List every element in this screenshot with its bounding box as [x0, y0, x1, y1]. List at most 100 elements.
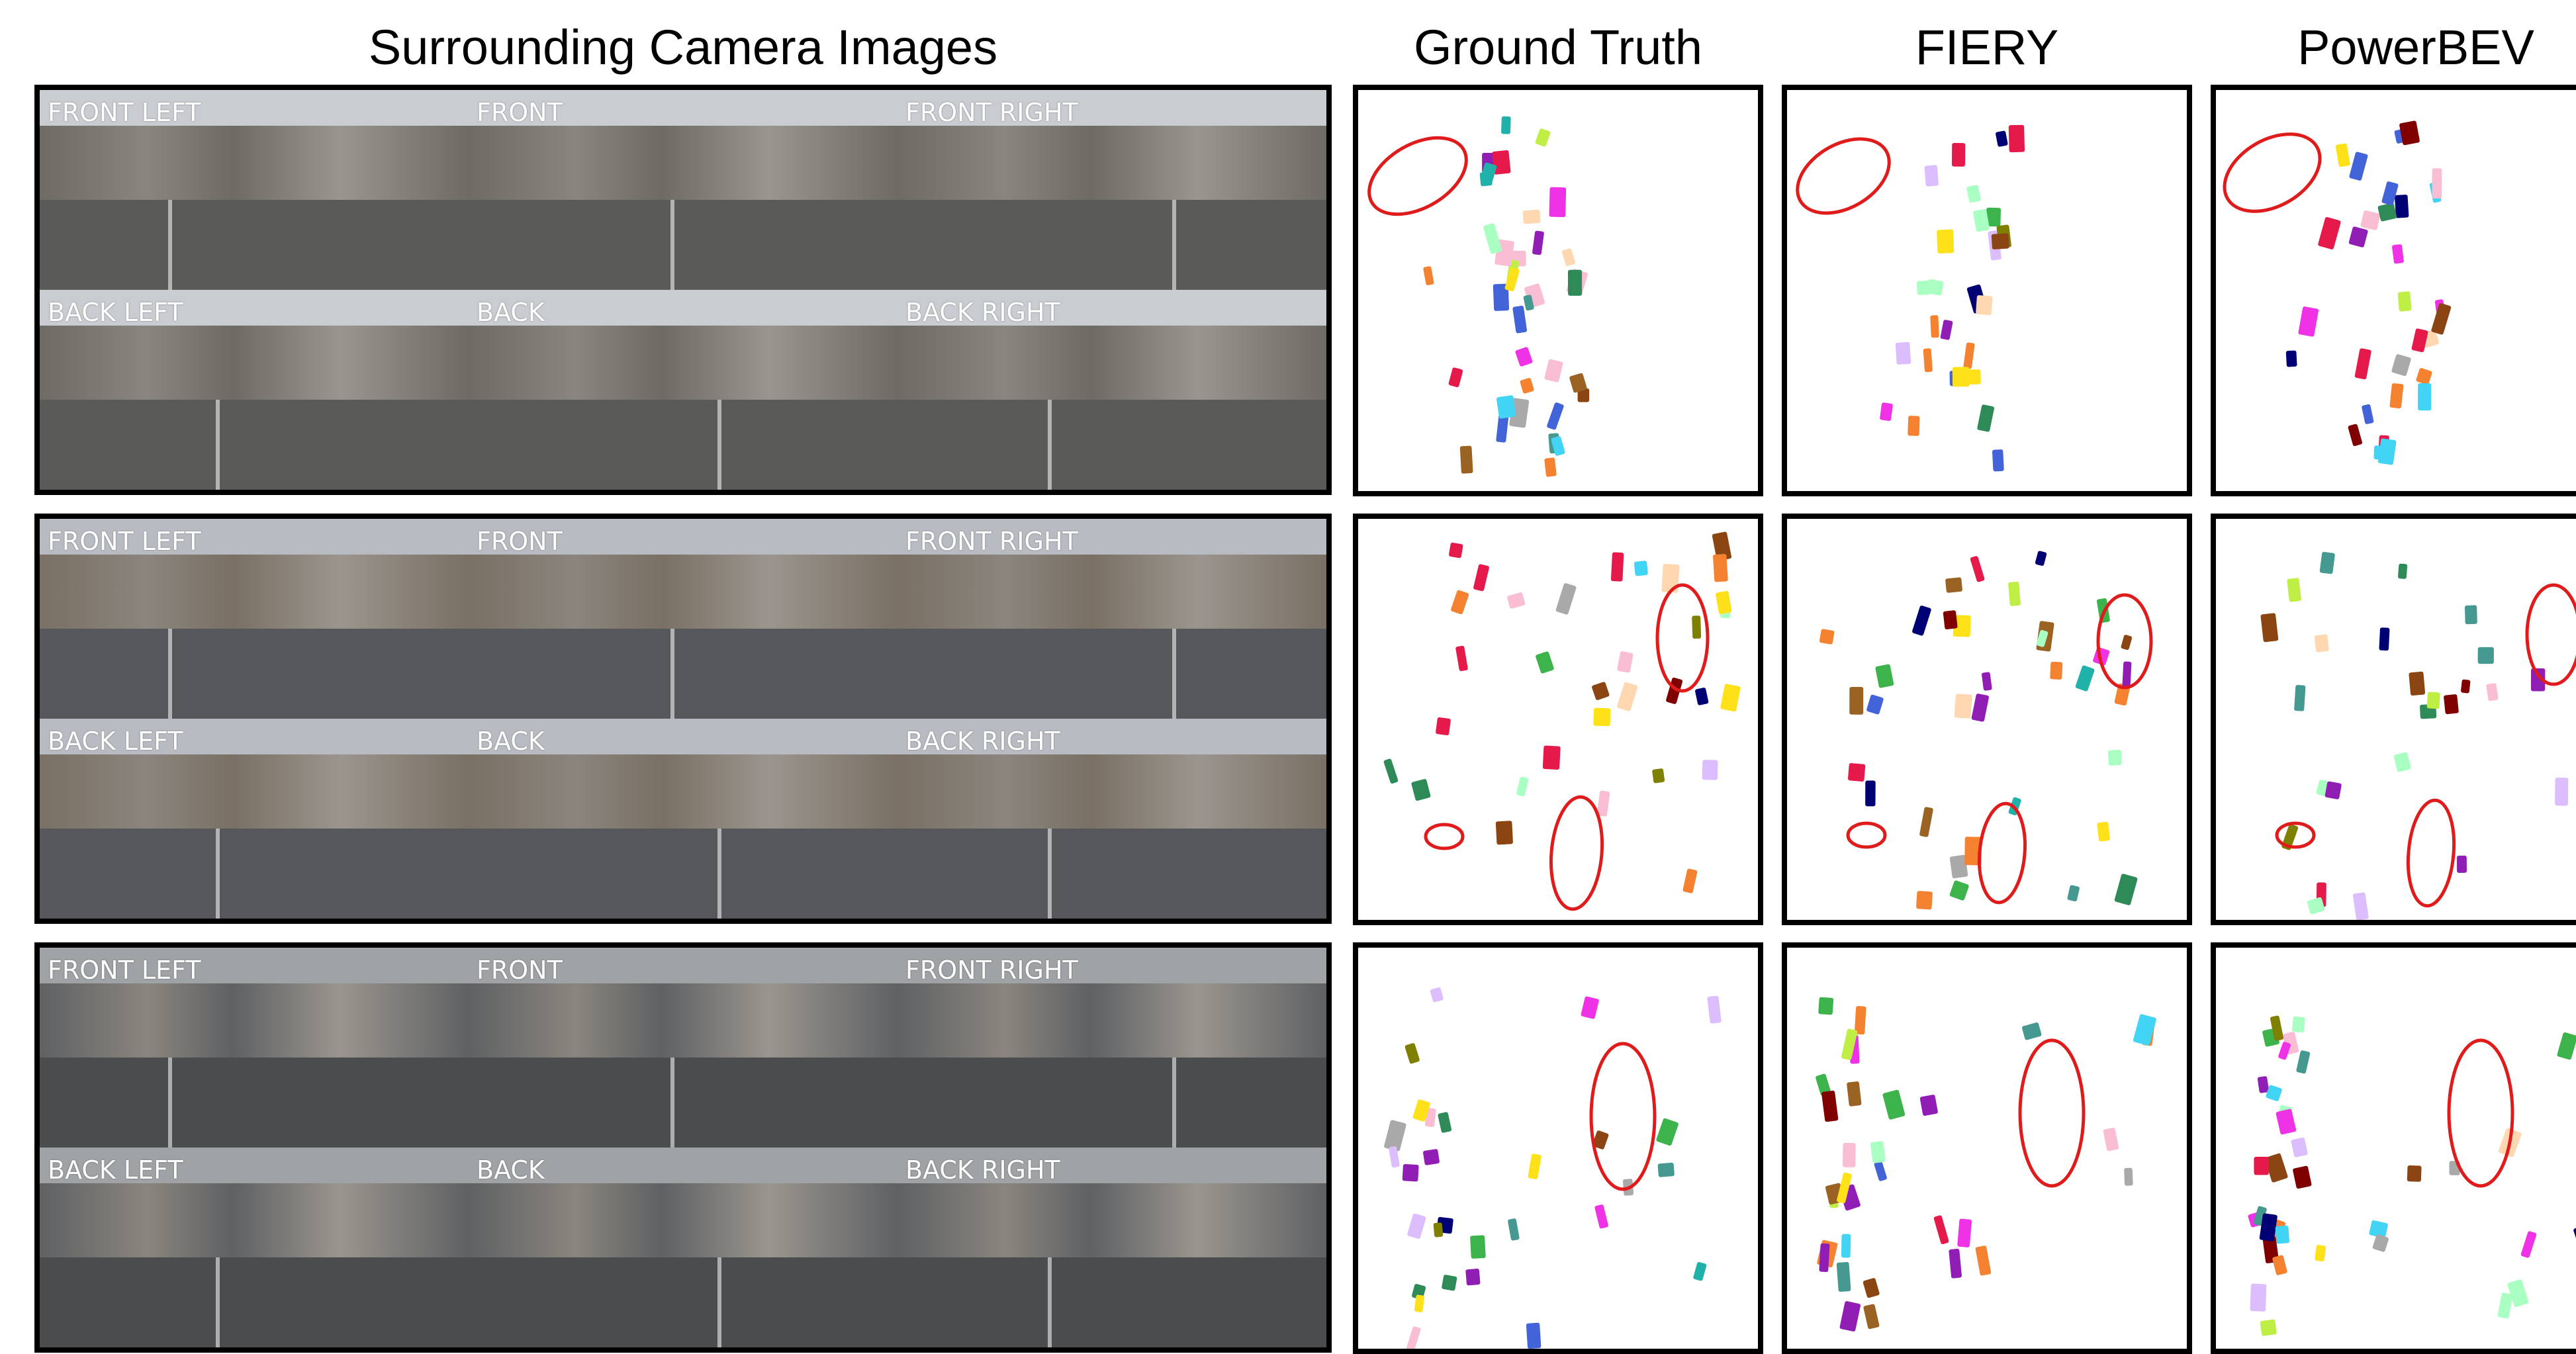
vehicle-instance [1865, 780, 1876, 807]
vehicle-instance [2133, 1014, 2156, 1046]
vehicle-instance [1866, 694, 1884, 715]
vehicle-instance [1592, 1130, 1609, 1150]
highlight-ellipse [1978, 801, 2027, 905]
highlight-ellipse [1846, 821, 1887, 849]
vehicle-instance [2296, 1050, 2311, 1074]
vehicle-instance [1692, 615, 1702, 639]
vehicle-instance [1707, 995, 1722, 1024]
vehicle-instance [1436, 717, 1451, 736]
vehicle-instance [1964, 836, 1982, 866]
vehicle-instance [1966, 185, 1981, 203]
highlight-ellipse [2223, 132, 2322, 213]
camera-view: FRONT RIGHT [897, 90, 1326, 290]
camera-view: BACK [469, 1148, 897, 1347]
highlight-ellipse [2525, 583, 2576, 686]
vehicle-instance [2281, 824, 2299, 850]
vehicle-instance [1596, 790, 1610, 817]
vehicle-instance [2372, 1234, 2389, 1252]
vehicle-instance [1880, 402, 1893, 422]
bev-ground-truth-row-2 [1353, 514, 1763, 925]
vehicle-instance [1535, 128, 1551, 147]
vehicle-instance [1875, 664, 1894, 688]
vehicle-instance [1816, 1073, 1831, 1096]
vehicle-instance [2461, 679, 2471, 694]
vehicle-instance [1448, 367, 1463, 388]
vehicle-instance [1976, 295, 1993, 316]
vehicle-instance [2324, 781, 2342, 799]
header-fiery: FIERY [1915, 20, 2059, 75]
vehicle-instance [2432, 168, 2442, 199]
vehicle-instance [1986, 207, 2001, 227]
vehicle-instance [2393, 752, 2411, 772]
vehicle-instance [1919, 807, 1933, 837]
vehicle-instance [1919, 1095, 1938, 1116]
vehicle-instance [1841, 1234, 1851, 1258]
vehicle-instance [2008, 582, 2021, 606]
vehicle-instance [1523, 294, 1534, 311]
vehicle-instance [2067, 885, 2080, 902]
vehicle-instance [1926, 279, 1944, 296]
vehicle-instance [1492, 150, 1511, 175]
camera-grid: FRONT LEFT FRONT FRONT RIGHT BACK LEFT BACK B… [40, 948, 1326, 1347]
vehicle-instance [1383, 758, 1399, 784]
camera-label: FRONT LEFT [48, 527, 201, 556]
camera-view: BACK RIGHT [897, 290, 1326, 490]
vehicle-instance [1849, 686, 1864, 715]
vehicle-instance [1481, 162, 1497, 183]
vehicle-instance [2362, 404, 2374, 424]
vehicle-instance [1908, 416, 1920, 436]
vehicle-instance [1940, 320, 1953, 340]
bev-canvas [1796, 124, 2025, 472]
vehicle-instance [1924, 165, 1939, 187]
vehicle-instance [1592, 682, 1610, 700]
vehicle-instance [1483, 223, 1502, 254]
vehicle-instance [1404, 1043, 1420, 1064]
vehicle-instance [1465, 1269, 1481, 1286]
vehicle-instance [1975, 1245, 1992, 1276]
vehicle-instance [1542, 745, 1561, 770]
vehicle-instance [1555, 583, 1577, 615]
vehicle-instance [1414, 1294, 1425, 1312]
camera-grid: FRONT LEFT FRONT FRONT RIGHT BACK LEFT BACK B… [40, 90, 1326, 490]
highlight-ellipse [1424, 823, 1465, 850]
vehicle-instance [1953, 615, 1971, 637]
vehicle-instance [2352, 892, 2369, 920]
vehicle-instance [1992, 449, 2004, 472]
camera-label: BACK [477, 727, 545, 756]
vehicle-instance [1423, 266, 1434, 285]
bev-canvas [1819, 551, 2153, 910]
vehicle-instance [2270, 1015, 2284, 1041]
vehicle-instance [1495, 821, 1513, 845]
vehicle-instance [1493, 283, 1510, 311]
vehicle-instance [1863, 1278, 1880, 1298]
vehicle-instance [1512, 306, 1527, 334]
vehicle-instance [1496, 412, 1509, 443]
vehicle-instance [1657, 1162, 1675, 1177]
header-camera-images: Surrounding Camera Images [368, 20, 998, 75]
camera-label: BACK LEFT [48, 298, 183, 327]
vehicle-instance [1652, 768, 1665, 784]
vehicle-instance [1957, 1218, 1972, 1247]
camera-view: BACK [469, 719, 897, 919]
vehicle-instance [2107, 749, 2122, 766]
camera-label: BACK [477, 1155, 545, 1185]
camera-label: FRONT [477, 98, 563, 127]
vehicle-instance [2266, 1085, 2282, 1101]
vehicle-instance [1470, 1235, 1486, 1259]
bev-canvas [1367, 116, 1590, 477]
vehicle-instance [1384, 1120, 1406, 1151]
camera-view: BACK [469, 290, 897, 490]
camera-label: BACK RIGHT [905, 298, 1060, 327]
bev-fiery-row-3 [1782, 942, 2192, 1354]
vehicle-instance [2260, 613, 2279, 643]
camera-view: BACK LEFT [40, 290, 469, 490]
vehicle-instance [1916, 891, 1933, 910]
vehicle-instance [2444, 694, 2459, 715]
vehicle-instance [1617, 651, 1633, 673]
camera-view: BACK LEFT [40, 1148, 469, 1347]
vehicle-instance [1682, 868, 1698, 893]
vehicle-instance [1423, 1149, 1440, 1165]
vehicle-instance [2360, 210, 2381, 230]
vehicle-instance [1933, 1215, 1949, 1245]
vehicle-instance [2530, 668, 2546, 692]
